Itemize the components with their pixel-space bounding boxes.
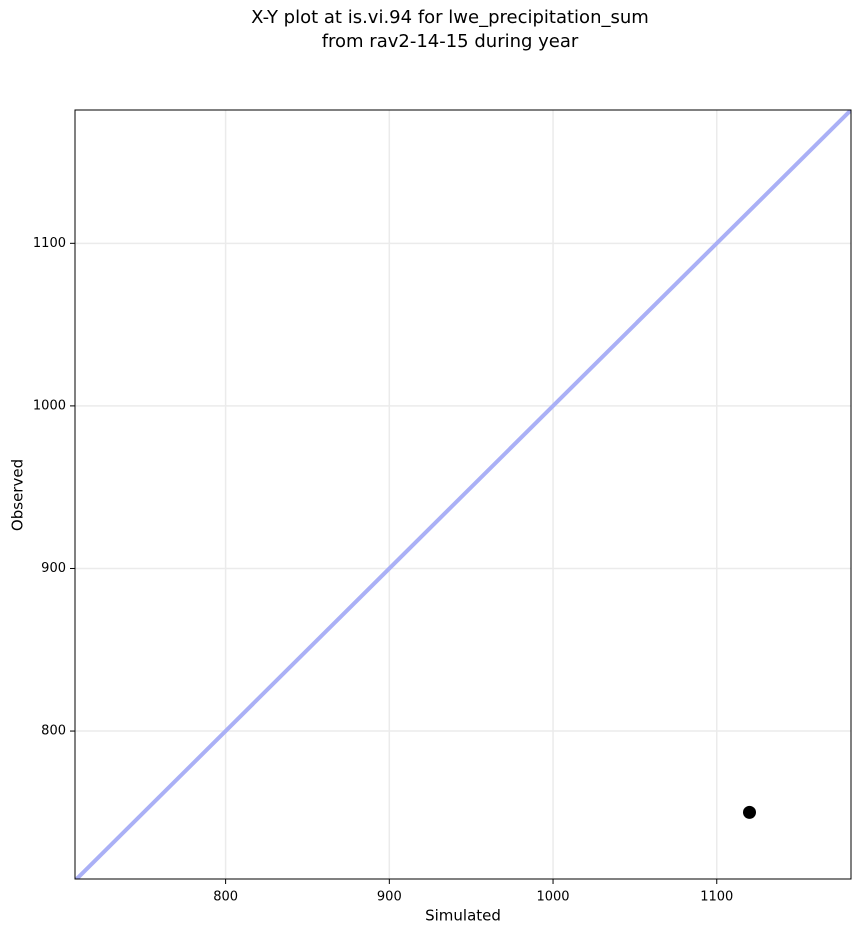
point	[742, 805, 756, 819]
x-tick-label: 800	[213, 890, 238, 905]
x-tick-label: 1100	[700, 890, 733, 905]
x-axis-label: Simulated	[425, 907, 501, 925]
x-tick-label: 1000	[536, 890, 569, 905]
y-axis-label: Observed	[9, 459, 27, 531]
y-tick-label: 800	[41, 724, 66, 739]
x-tick-label: 900	[377, 890, 402, 905]
chart-title: from rav2-14-15 during year	[322, 31, 579, 52]
plot-frame	[74, 109, 852, 880]
chart-title: X-Y plot at is.vi.94 for lwe_precipitati…	[251, 7, 649, 28]
y-tick-label: 1100	[33, 236, 66, 251]
y-tick-label: 900	[41, 561, 66, 576]
one-to-one-line	[75, 110, 851, 879]
y-tick-label: 1000	[33, 398, 66, 413]
